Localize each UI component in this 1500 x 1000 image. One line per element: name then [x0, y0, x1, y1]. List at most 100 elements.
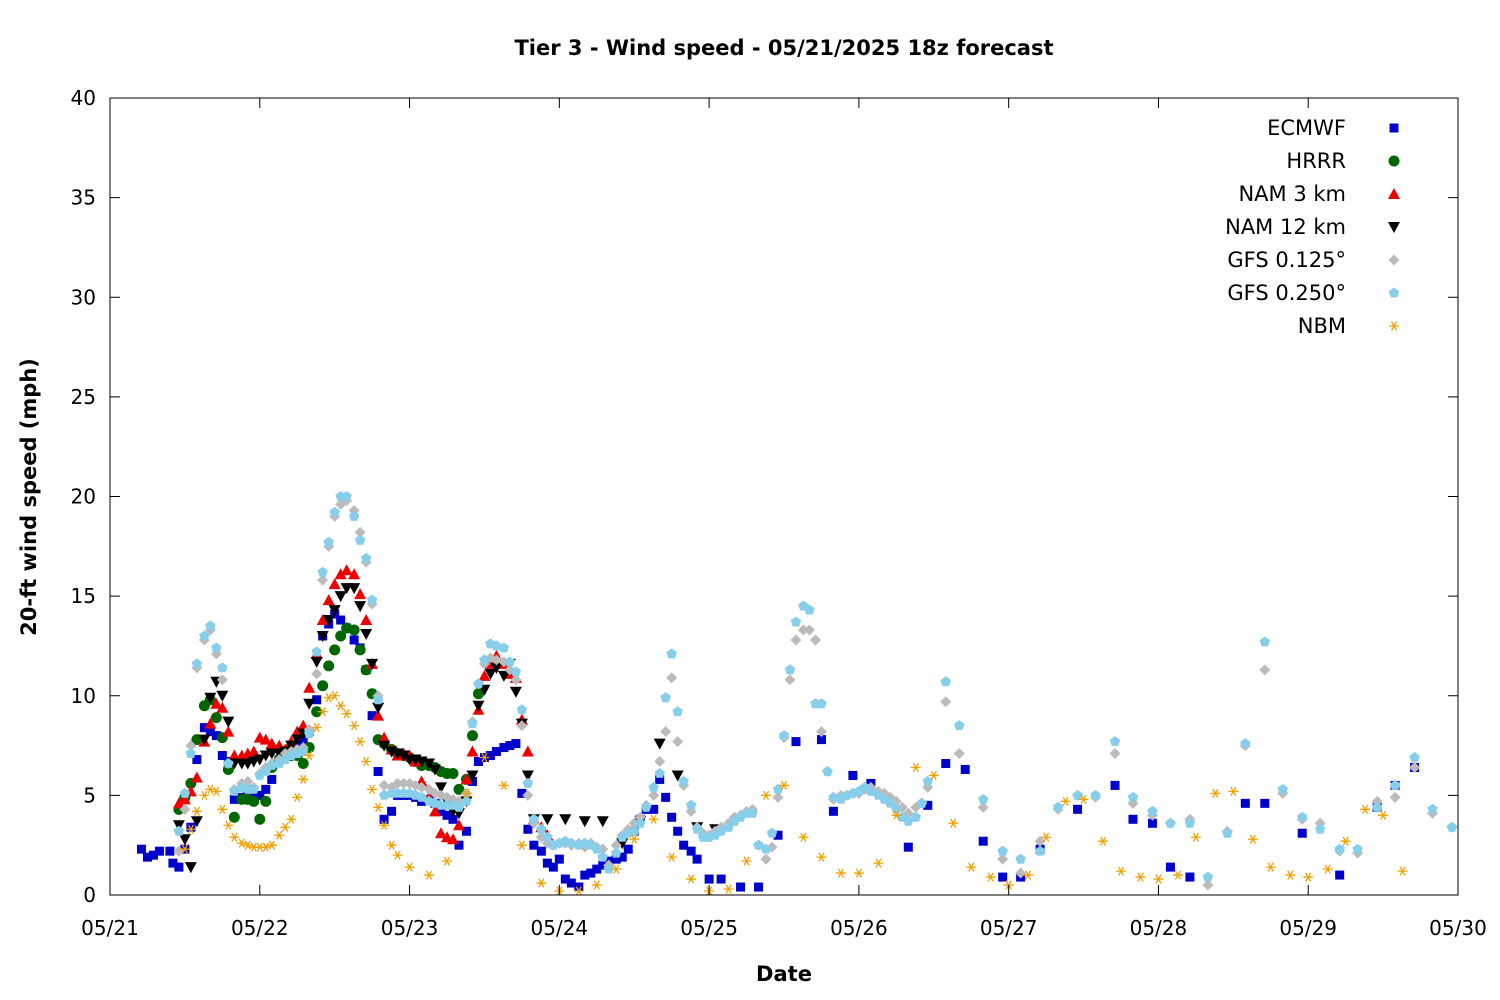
data-point: [360, 552, 372, 563]
data-point: [672, 736, 684, 748]
data-point: [1210, 788, 1221, 799]
data-point: [940, 696, 952, 708]
data-point: [255, 790, 265, 800]
data-point: [354, 588, 367, 600]
data-point: [611, 847, 622, 858]
data-point: [211, 642, 222, 653]
x-tick-label: 05/21: [81, 916, 139, 940]
data-point: [292, 792, 303, 802]
data-point: [853, 868, 864, 878]
data-point: [498, 642, 510, 653]
data-point: [340, 564, 353, 576]
data-point: [265, 737, 278, 749]
data-point: [1034, 845, 1046, 856]
data-point: [473, 678, 484, 689]
data-point: [536, 823, 547, 834]
legend-marker: [1388, 188, 1400, 199]
data-point: [216, 690, 229, 702]
data-point: [791, 737, 801, 747]
data-point: [186, 822, 196, 832]
x-tick-label: 05/23: [381, 916, 439, 940]
data-point: [510, 666, 522, 677]
data-point: [148, 850, 158, 860]
data-point: [355, 736, 366, 747]
data-point: [798, 832, 809, 842]
data-point: [1228, 786, 1239, 797]
data-point: [247, 745, 260, 757]
data-point: [298, 774, 309, 785]
data-point: [185, 740, 197, 752]
data-point: [173, 845, 185, 857]
data-point: [666, 648, 677, 659]
data-point: [1240, 798, 1250, 808]
data-point: [536, 846, 546, 856]
data-point: [591, 843, 602, 854]
data-point: [653, 738, 666, 750]
data-point: [1185, 872, 1195, 882]
data-point: [667, 812, 677, 822]
data-point: [461, 795, 472, 806]
data-point: [291, 734, 304, 746]
data-point: [335, 630, 347, 642]
data-point: [554, 854, 564, 864]
data-point: [204, 717, 217, 729]
data-point: [597, 851, 608, 862]
data-point: [629, 834, 640, 844]
data-point: [611, 864, 622, 874]
data-point: [349, 721, 360, 731]
data-point: [649, 804, 659, 814]
data-point: [591, 880, 602, 890]
legend: ECMWF HRRR NAM 3 km NAM 12 km GFS 0.125° GFS …: [1225, 116, 1400, 338]
data-point: [578, 816, 591, 828]
data-point: [678, 775, 689, 786]
data-point: [1240, 738, 1251, 748]
data-point: [686, 846, 696, 856]
data-point: [1259, 636, 1270, 647]
data-point: [329, 506, 340, 517]
data-point: [354, 526, 366, 538]
data-point: [1015, 867, 1027, 879]
data-point: [280, 822, 291, 832]
data-point: [372, 709, 385, 721]
data-point: [516, 720, 528, 732]
y-tick-label: 15: [71, 584, 96, 608]
x-tick-label: 05/24: [531, 916, 589, 940]
data-point: [611, 854, 621, 864]
data-point: [1389, 791, 1401, 803]
data-point: [190, 816, 203, 828]
data-point: [228, 811, 240, 823]
data-point: [210, 697, 223, 709]
data-point: [303, 698, 316, 710]
data-point: [891, 810, 902, 820]
y-tick-label: 35: [71, 186, 96, 210]
data-point: [1260, 798, 1270, 808]
data-point: [671, 770, 684, 782]
data-point: [398, 777, 410, 789]
data-point: [361, 756, 372, 767]
data-point: [323, 693, 334, 703]
data-point: [772, 783, 784, 794]
data-point: [260, 842, 271, 852]
data-point: [205, 620, 216, 631]
data-point: [165, 846, 175, 856]
series-nbm: [179, 691, 1408, 895]
data-point: [372, 702, 385, 714]
data-point: [516, 840, 527, 850]
data-point: [447, 767, 459, 779]
legend-marker: [1388, 287, 1400, 298]
data-point: [1073, 804, 1083, 814]
data-point: [1427, 803, 1438, 814]
legend-marker: [1388, 222, 1400, 233]
data-point: [835, 868, 846, 878]
data-point: [623, 844, 633, 854]
data-point: [312, 695, 322, 705]
data-point: [1371, 801, 1383, 812]
data-point: [310, 656, 323, 668]
data-point: [1078, 794, 1089, 804]
data-point: [522, 789, 534, 801]
data-point: [753, 839, 764, 850]
data-point: [816, 735, 826, 745]
data-point: [229, 785, 240, 796]
data-point: [348, 624, 360, 636]
